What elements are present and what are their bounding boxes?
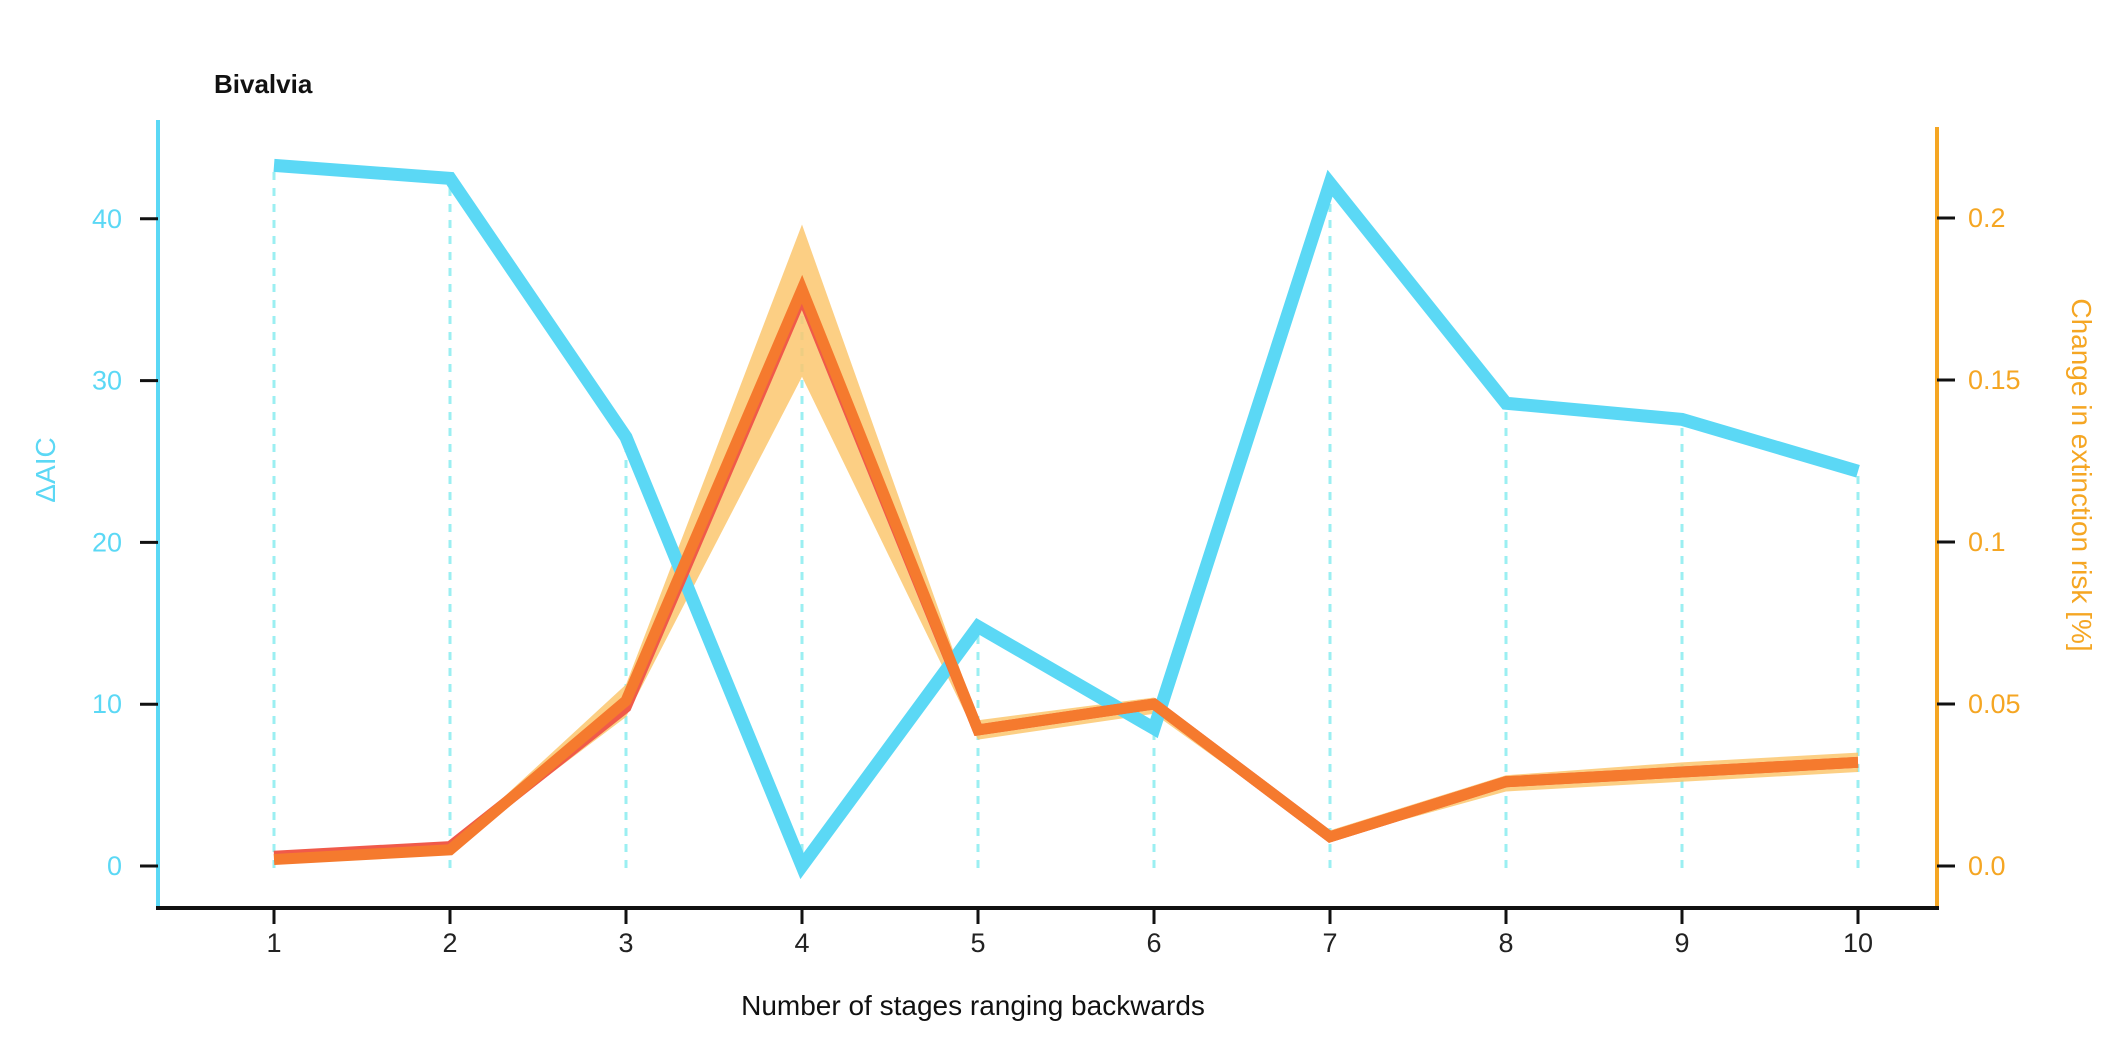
x-tick-label: 10 bbox=[1843, 928, 1873, 958]
x-tick-label: 8 bbox=[1498, 928, 1513, 958]
right-tick-label: 0.15 bbox=[1968, 365, 2021, 395]
left-axis-title: ΔAIC bbox=[30, 437, 61, 502]
x-axis-title: Number of stages ranging backwards bbox=[741, 990, 1205, 1021]
left-tick-label: 30 bbox=[92, 366, 122, 396]
x-tick-label: 1 bbox=[266, 928, 281, 958]
confidence-band bbox=[274, 224, 1858, 860]
chart-title: Bivalvia bbox=[214, 69, 313, 99]
right-tick-label: 0.0 bbox=[1968, 851, 2006, 881]
right-axis-title: Change in extinction risk [%] bbox=[2066, 298, 2097, 651]
x-tick-label: 3 bbox=[618, 928, 633, 958]
left-tick-label: 40 bbox=[92, 204, 122, 234]
x-tick-label: 4 bbox=[794, 928, 809, 958]
series-line-delta-aic bbox=[273, 158, 1860, 880]
right-tick-label: 0.1 bbox=[1968, 527, 2006, 557]
left-tick-label: 20 bbox=[92, 527, 122, 557]
left-tick-label: 0 bbox=[107, 851, 122, 881]
axes bbox=[156, 120, 1939, 910]
x-tick-label: 7 bbox=[1322, 928, 1337, 958]
left-tick-label: 10 bbox=[92, 689, 122, 719]
x-tick-label: 6 bbox=[1146, 928, 1161, 958]
right-tick-label: 0.2 bbox=[1968, 203, 2006, 233]
series-line-extinction-risk bbox=[273, 274, 1859, 866]
series-lines bbox=[273, 158, 1860, 880]
x-tick-label: 9 bbox=[1674, 928, 1689, 958]
grid-lines bbox=[272, 165, 1860, 868]
right-tick-label: 0.05 bbox=[1968, 689, 2021, 719]
x-tick-label: 2 bbox=[442, 928, 457, 958]
tick-labels: 0 10 20 30 40 0.0 0.05 0.1 0.15 0.2 1 2 3 4 5 6 7 8 9 10 bbox=[92, 203, 2021, 958]
band-area bbox=[274, 224, 1858, 860]
x-tick-label: 5 bbox=[970, 928, 985, 958]
